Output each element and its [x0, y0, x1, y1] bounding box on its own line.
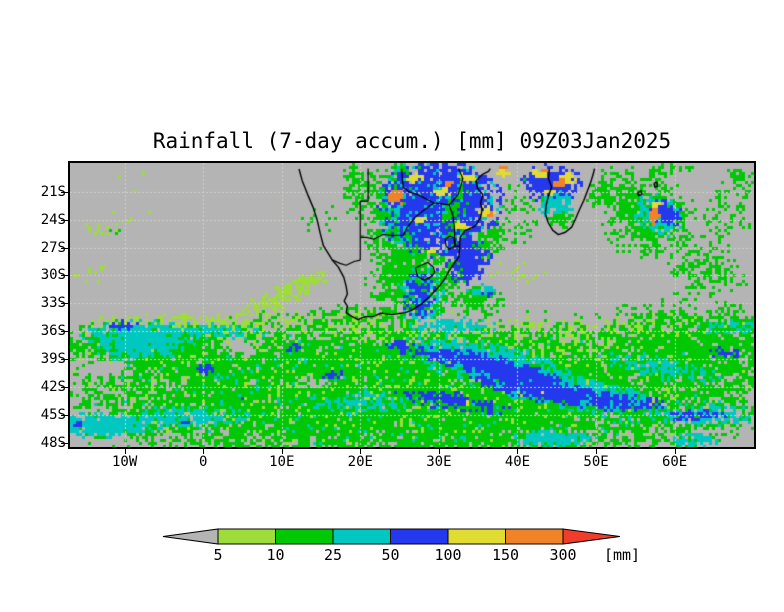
colorbar-segment-5-10: [217, 528, 276, 545]
lon-tick-label: 10E: [269, 454, 295, 470]
lat-tick-label: 21S: [40, 183, 66, 200]
lat-tick-label: 45S: [40, 406, 66, 423]
lat-tick-mark: [61, 275, 68, 277]
colorbar-segment-150-300: [505, 528, 564, 545]
chart-title: Rainfall (7-day accum.) [mm] 09Z03Jan202…: [152, 129, 672, 153]
colorbar-level-label: 25: [324, 546, 342, 563]
lat-tick-label: 27S: [40, 239, 66, 256]
lon-tick-mark: [281, 449, 283, 454]
lon-tick-label: 60E: [661, 454, 688, 470]
colorbar-level-label: 10: [266, 546, 284, 563]
lat-tick-mark: [61, 219, 68, 221]
lat-tick-label: 24S: [40, 211, 66, 228]
lat-tick-label: 36S: [40, 323, 66, 340]
lat-tick-label: 33S: [40, 295, 66, 312]
lat-tick-label: 42S: [40, 379, 66, 396]
lon-tick-label: 20E: [347, 454, 373, 470]
rainfall-map-canvas: [70, 163, 754, 447]
map-frame: [68, 161, 756, 449]
lon-tick-mark: [438, 449, 440, 454]
colorbar-level-label: 300: [549, 546, 576, 563]
lat-tick-label: 48S: [40, 434, 66, 451]
lat-tick-label: 39S: [40, 351, 66, 368]
colorbar-level-label: 5: [213, 546, 222, 563]
colorbar-segment-10-25: [275, 528, 334, 545]
lon-tick-mark: [674, 449, 676, 454]
colorbar-arrow-above-max: [562, 528, 621, 545]
lon-tick-mark: [124, 449, 126, 454]
lat-tick-mark: [61, 387, 68, 389]
lon-tick-mark: [360, 449, 362, 454]
lon-tick-mark: [203, 449, 205, 454]
lat-tick-mark: [61, 359, 68, 361]
lat-tick-mark: [61, 247, 68, 249]
colorbar-level-label: 100: [434, 546, 461, 563]
lon-tick-label: 10W: [111, 454, 138, 470]
lat-tick-mark: [61, 442, 68, 444]
lat-tick-mark: [61, 191, 68, 193]
colorbar-level-label: 150: [492, 546, 519, 563]
colorbar-segment-100-150: [447, 528, 506, 545]
lon-tick-mark: [596, 449, 598, 454]
lat-tick-mark: [61, 414, 68, 416]
lat-tick-mark: [61, 331, 68, 333]
colorbar-level-label: 50: [381, 546, 399, 563]
colorbar-arrow-below-min: [162, 528, 219, 545]
colorbar-units-label: [mm]: [604, 546, 640, 563]
lon-tick-mark: [517, 449, 519, 454]
lon-tick-label: 40E: [504, 454, 531, 470]
lat-tick-label: 30S: [40, 267, 66, 284]
lon-tick-label: 30E: [426, 454, 452, 470]
colorbar-legend: 5 10 25 50 100 150 300 [mm]: [162, 528, 640, 563]
colorbar-segment-25-50: [332, 528, 391, 545]
lon-tick-label: 50E: [583, 454, 609, 470]
lat-tick-mark: [61, 303, 68, 305]
colorbar-segment-50-100: [390, 528, 449, 545]
lon-tick-label: 0: [198, 454, 208, 470]
